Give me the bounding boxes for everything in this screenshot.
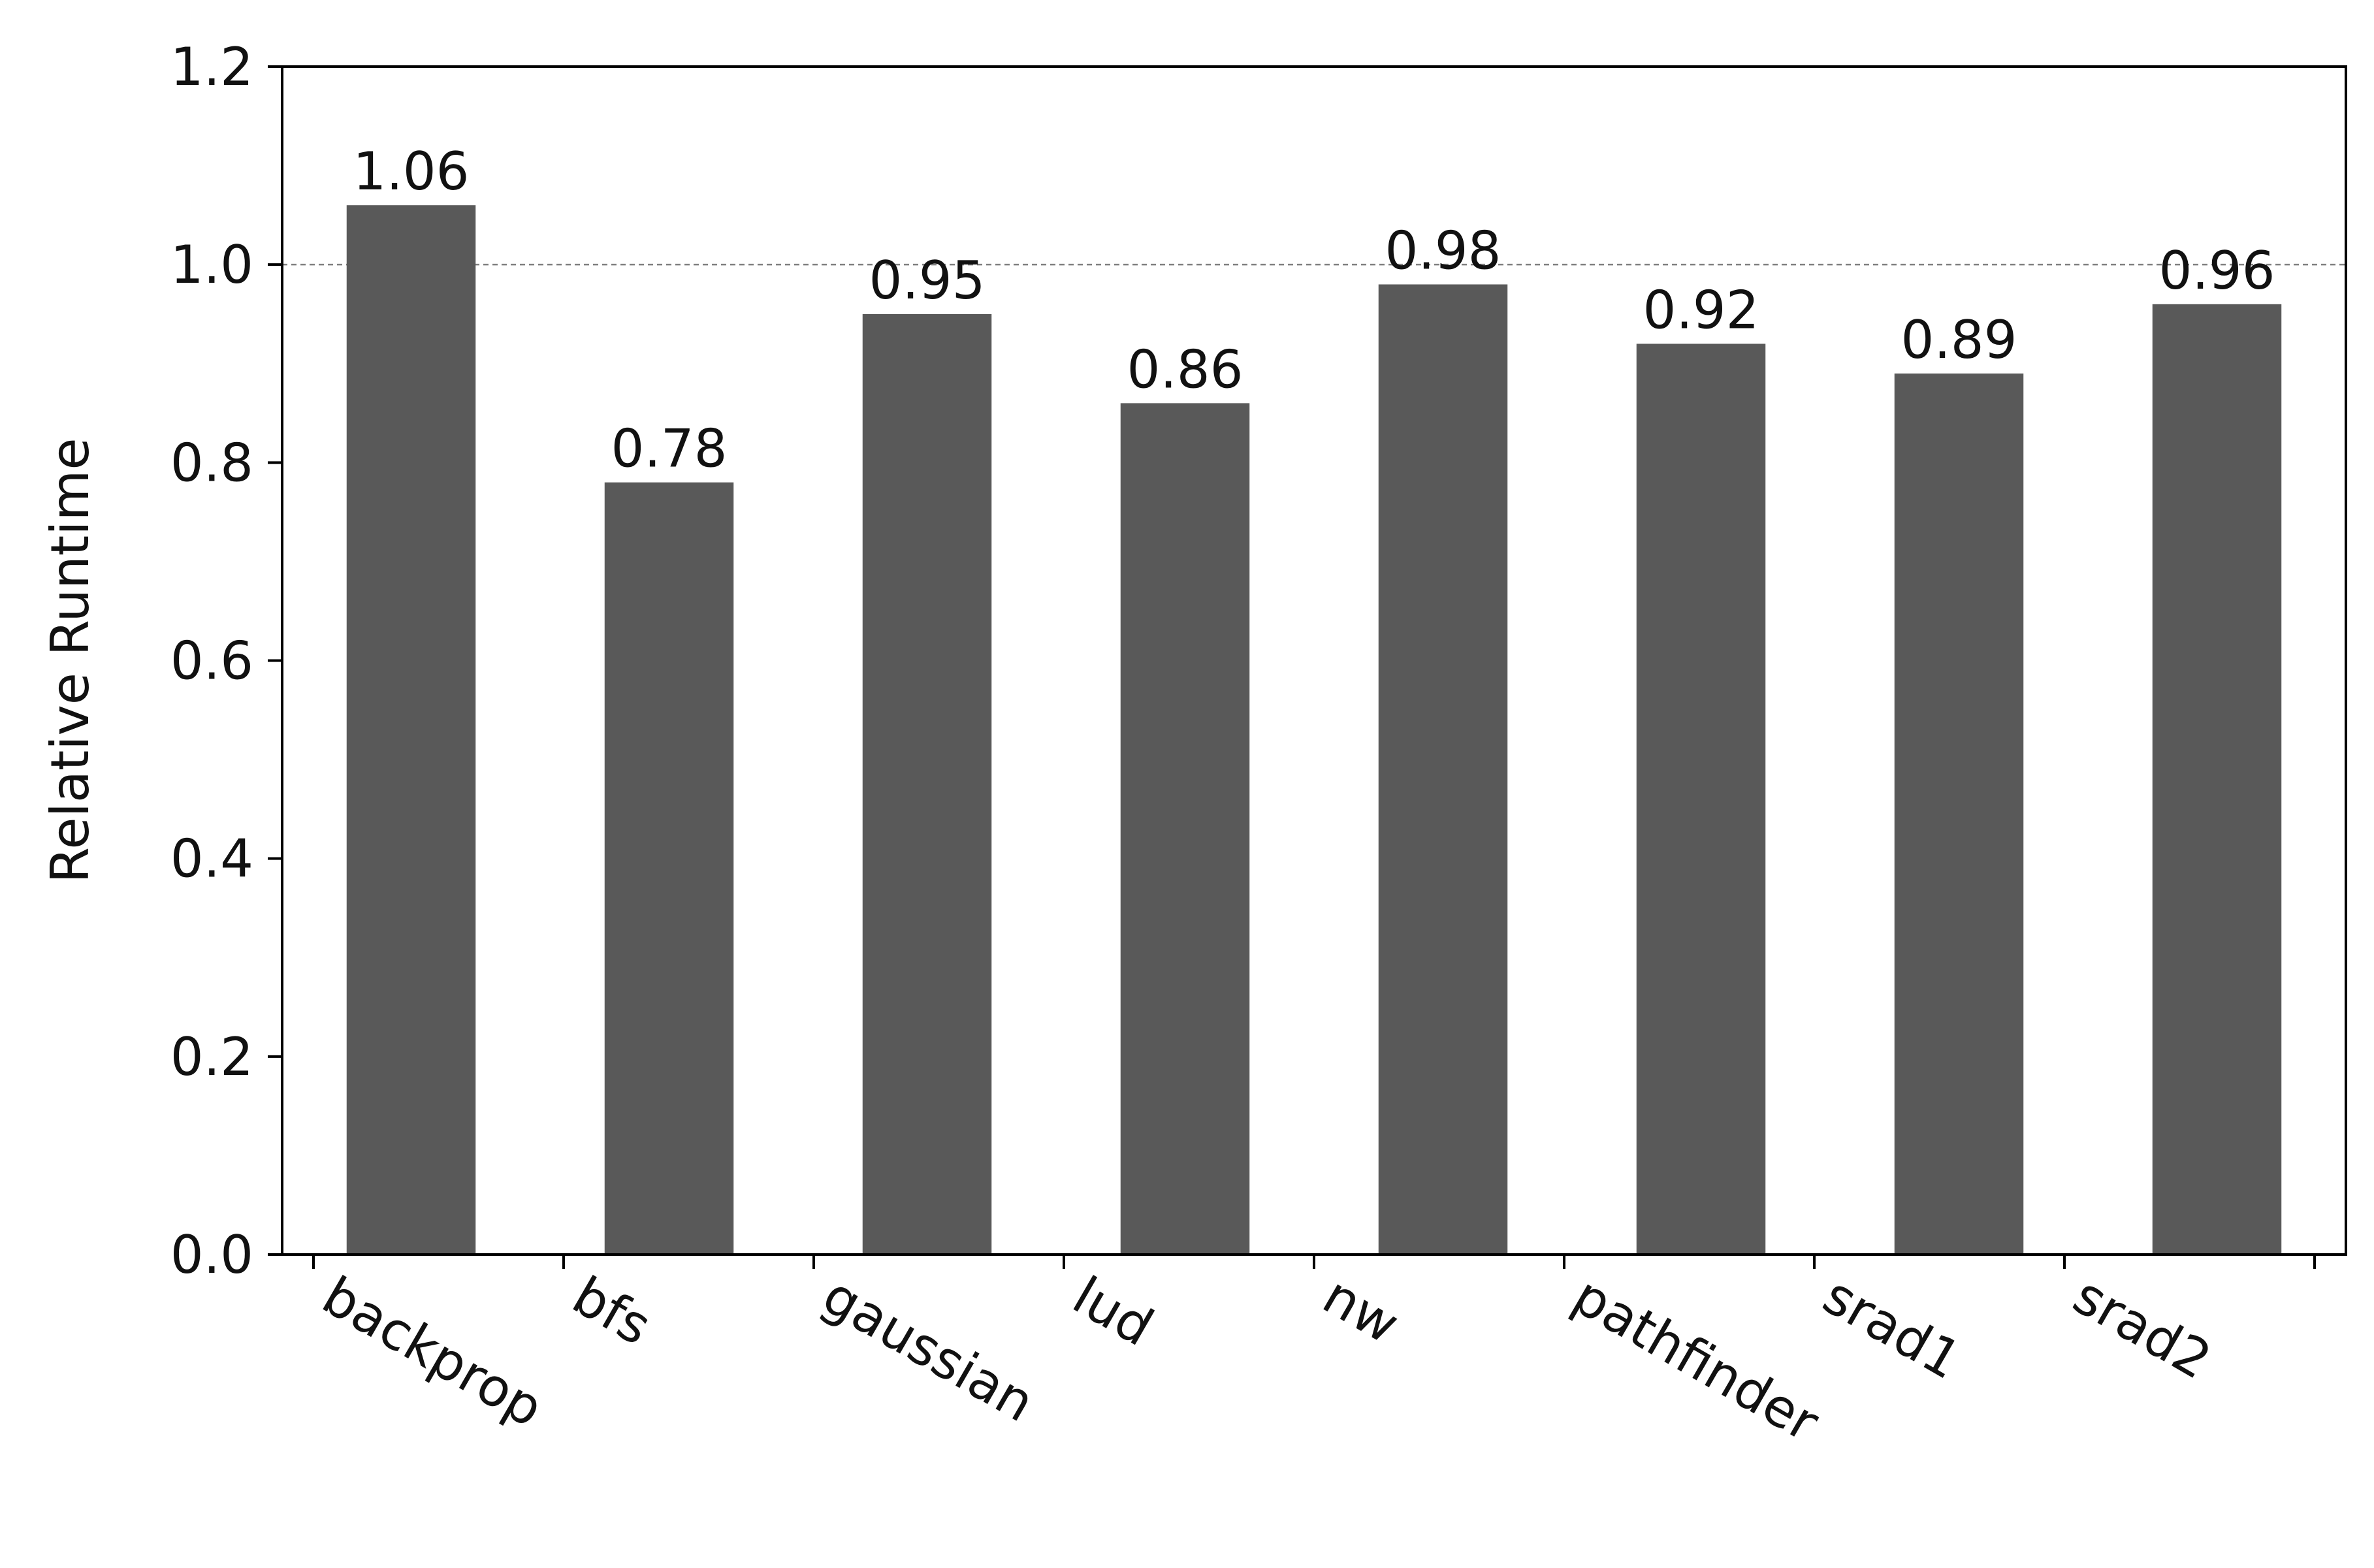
- bar-labels-layer: 1.06 0.78 0.95 0.86 0.98 0.92 0.89 0.96: [353, 141, 2275, 479]
- y-tick-label: 1.2: [170, 37, 253, 97]
- bar-srad1: [1894, 373, 2024, 1255]
- bar-value-label: 0.98: [1385, 220, 1501, 281]
- bar-value-label: 0.86: [1127, 339, 1243, 400]
- y-tick-label: 0.8: [170, 432, 253, 493]
- y-axis: 0.0 0.2 0.4 0.6 0.8 1.0 1.2: [170, 37, 282, 1285]
- bar-backprop: [346, 205, 476, 1255]
- bar-value-label: 0.95: [869, 250, 985, 311]
- bar-gaussian: [862, 313, 992, 1255]
- bar-value-label: 0.78: [611, 419, 727, 479]
- bar-bfs: [604, 482, 734, 1255]
- y-tick-label: 0.6: [170, 631, 253, 692]
- bars-layer: [346, 205, 2282, 1255]
- y-tick-label: 0.2: [170, 1027, 253, 1087]
- bar-value-label: 0.92: [1643, 280, 1759, 340]
- bar-value-label: 1.06: [353, 141, 469, 202]
- bar-nw: [1378, 284, 1508, 1255]
- bar-value-label: 0.96: [2158, 240, 2275, 301]
- bar-pathfinder: [1636, 344, 1766, 1255]
- y-tick-label: 0.4: [170, 829, 253, 889]
- y-tick-label: 0.0: [170, 1224, 253, 1285]
- bar-value-label: 0.89: [1901, 310, 2017, 370]
- bar-lud: [1120, 403, 1250, 1255]
- y-axis-title: Relative Runtime: [40, 438, 101, 883]
- bar-srad2: [2152, 304, 2282, 1255]
- y-tick-label: 1.0: [170, 234, 253, 295]
